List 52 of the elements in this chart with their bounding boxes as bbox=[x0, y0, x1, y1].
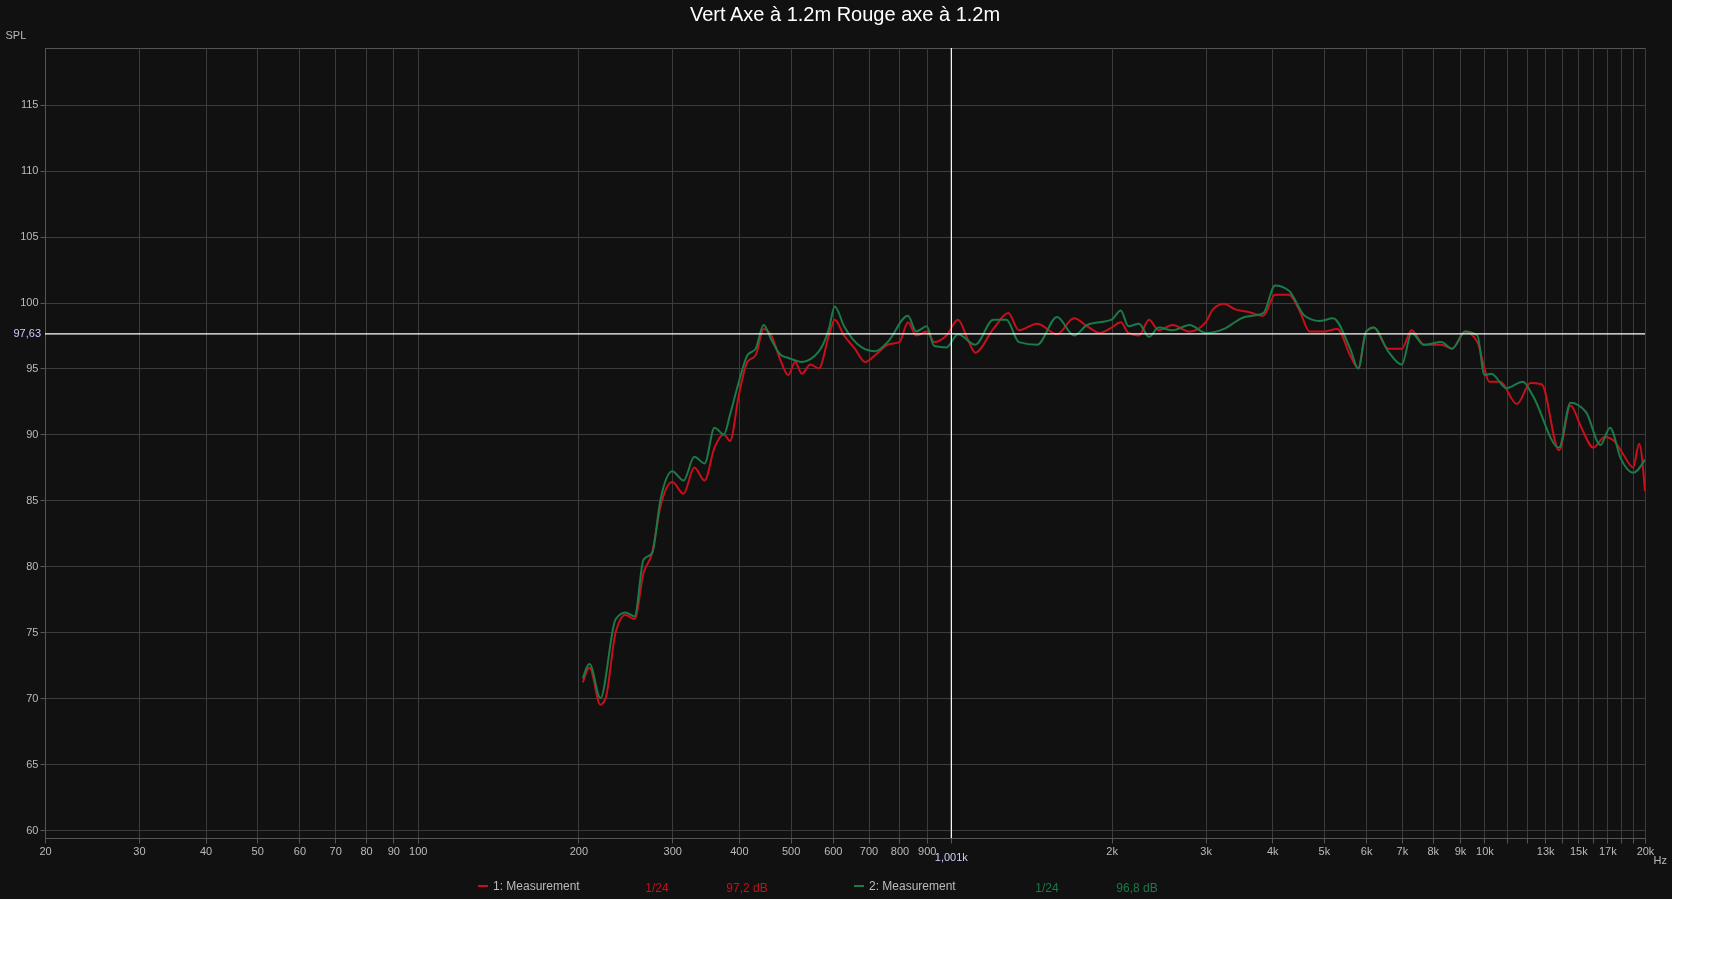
x-tick-label: 15k bbox=[1569, 844, 1589, 857]
y-tick-label: 100 bbox=[20, 296, 39, 309]
y-tick-label: 60 bbox=[26, 823, 39, 836]
x-tick-label: 400 bbox=[730, 844, 749, 857]
legend-label: 1: Measurement bbox=[493, 879, 581, 893]
x-tick-label: 70 bbox=[329, 844, 342, 857]
y-tick-label: 90 bbox=[26, 427, 39, 440]
y-tick-label: 95 bbox=[26, 361, 39, 374]
y-tick-label: 65 bbox=[26, 757, 39, 770]
x-tick-label: 600 bbox=[824, 844, 843, 857]
x-tick-label: 60 bbox=[293, 844, 307, 857]
y-tick-label: 85 bbox=[26, 493, 39, 506]
y-tick-label: 70 bbox=[26, 691, 39, 704]
x-tick-label: 5k bbox=[1318, 844, 1331, 857]
x-tick-label: 6k bbox=[1360, 844, 1373, 857]
text: 1/24 bbox=[1035, 881, 1059, 895]
x-tick-label: 300 bbox=[663, 844, 682, 857]
x-tick-label: 10k bbox=[1476, 844, 1495, 857]
x-tick-label: 20k bbox=[1636, 844, 1655, 857]
x-tick-label: 50 bbox=[251, 844, 264, 857]
x-tick-label: 200 bbox=[569, 844, 589, 857]
y-tick-label: 105 bbox=[20, 230, 39, 243]
x-tick-label: 100 bbox=[409, 844, 428, 857]
y-tick-label: 75 bbox=[26, 625, 39, 638]
text: 1/24 bbox=[645, 881, 669, 895]
x-tick-label: 2k bbox=[1106, 844, 1119, 857]
x-tick-label: 17k bbox=[1598, 844, 1618, 857]
y-tick-label: 80 bbox=[26, 559, 39, 572]
x-tick-label: 500 bbox=[781, 844, 801, 857]
x-tick-label: 80 bbox=[360, 844, 373, 857]
y-axis-title: SPL bbox=[5, 28, 27, 41]
x-tick-label: 30 bbox=[133, 844, 146, 857]
legend-label: 2: Measurement bbox=[869, 879, 957, 893]
ref-line-label: 97,63 bbox=[13, 326, 41, 339]
x-axis-title: Hz bbox=[1653, 853, 1667, 866]
x-tick-label: 7k bbox=[1396, 844, 1409, 857]
x-tick-label: 40 bbox=[199, 844, 213, 857]
text: 97,2 dB bbox=[726, 881, 768, 895]
x-tick-label: 800 bbox=[890, 844, 910, 857]
x-tick-label: 8k bbox=[1427, 844, 1440, 857]
x-tick-label: 20 bbox=[39, 844, 52, 857]
y-tick-label: 115 bbox=[20, 98, 39, 111]
x-tick-label: 700 bbox=[859, 844, 879, 857]
x-tick-label: 13k bbox=[1536, 844, 1556, 857]
x-tick-label: 900 bbox=[918, 844, 937, 857]
x-tick-label: 3k bbox=[1200, 844, 1213, 857]
x-tick-label: 4k bbox=[1266, 844, 1280, 857]
x-tick-label: 9k bbox=[1454, 844, 1467, 857]
chart-title: Vert Axe à 1.2m Rouge axe à 1.2m bbox=[689, 3, 1001, 25]
text: 96,8 dB bbox=[1116, 881, 1158, 895]
x-tick-label: 90 bbox=[387, 844, 401, 857]
y-tick-label: 110 bbox=[20, 164, 39, 177]
